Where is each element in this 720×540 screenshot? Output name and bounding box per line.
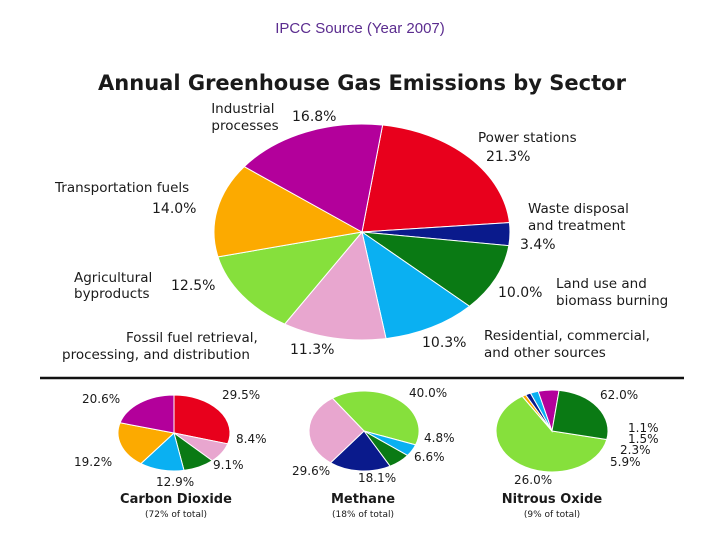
ch4-pct-40-0: 40.0% <box>409 386 447 400</box>
label-residential: Residential, commercial, and other sourc… <box>484 328 654 361</box>
label-landuse-line2: biomass burning <box>556 293 668 309</box>
label-residential-line1: Residential, commercial, <box>484 328 650 344</box>
label-industrial-line2: processes <box>211 118 278 134</box>
pct-agri: 12.5% <box>171 278 215 294</box>
ch4-slice-0 <box>331 390 420 446</box>
ch4-pct-18-1: 18.1% <box>358 471 396 485</box>
nitrous-pie <box>495 389 609 473</box>
label-power: Power stations <box>478 130 577 146</box>
main-slice-0 <box>361 124 510 233</box>
n2o-pct-5-9: 5.9% <box>610 455 641 469</box>
label-fossil-line2: processing, and distribution <box>62 347 250 363</box>
n2o-slice-5 <box>551 389 609 441</box>
main-slice-4 <box>283 230 387 341</box>
chart-title: Annual Greenhouse Gas Emissions by Secto… <box>98 71 627 95</box>
pct-industrial: 16.8% <box>292 109 336 125</box>
co2-pct-12-9: 12.9% <box>156 475 194 489</box>
label-landuse: Land use and biomass burning <box>556 276 668 309</box>
label-waste-line2: and treatment <box>528 218 625 234</box>
main-pie <box>213 123 511 341</box>
pct-waste: 3.4% <box>520 237 556 253</box>
ch4-pct-4-8: 4.8% <box>424 431 455 445</box>
label-fossil-line1: Fossil fuel retrieval, <box>126 330 258 346</box>
label-agri-line2: byproducts <box>74 286 150 302</box>
n2o-pct-26-0: 26.0% <box>514 473 552 487</box>
co2-pct-29-5: 29.5% <box>222 388 260 402</box>
main-labels: Industrial processes 16.8% Power station… <box>54 101 668 363</box>
pct-residential: 10.3% <box>422 335 466 351</box>
n2o-pct-1-5: 1.5% <box>628 432 659 446</box>
pct-fossil: 11.3% <box>290 342 334 358</box>
label-waste-line1: Waste disposal <box>528 201 629 217</box>
label-industrial: Industrial processes <box>211 101 279 134</box>
main-slice-2 <box>360 231 510 307</box>
label-fossil: Fossil fuel retrieval, processing, and d… <box>62 330 262 363</box>
label-landuse-line1: Land use and <box>556 276 647 292</box>
co2-pct-8-4: 8.4% <box>236 432 267 446</box>
slide-title: IPCC Source (Year 2007) <box>275 20 445 37</box>
co2-pct-19-2: 19.2% <box>74 455 112 469</box>
label-waste: Waste disposal and treatment <box>528 201 633 234</box>
n2o-slice-0 <box>495 395 608 473</box>
label-agri: Agricultural byproducts <box>74 270 157 302</box>
main-slice-7 <box>243 123 384 233</box>
co2-pct-9-1: 9.1% <box>213 458 244 472</box>
ch4-slice-3 <box>329 430 391 472</box>
co2-share: (72% of total) <box>145 510 207 520</box>
ch4-title: Methane <box>331 492 395 507</box>
co2-title: Carbon Dioxide <box>120 492 232 507</box>
pct-landuse: 10.0% <box>498 285 542 301</box>
label-transport: Transportation fuels <box>54 180 189 196</box>
n2o-share: (9% of total) <box>524 510 580 520</box>
methane-pie <box>308 390 420 472</box>
ch4-share: (18% of total) <box>332 510 394 520</box>
n2o-pct-2-3: 2.3% <box>620 443 651 457</box>
pct-transport: 14.0% <box>152 201 196 217</box>
ch4-slice-4 <box>308 397 365 464</box>
n2o-pct-62-0: 62.0% <box>600 388 638 402</box>
label-residential-line2: and other sources <box>484 345 606 361</box>
main-slice-3 <box>361 230 471 340</box>
co2-slice-0 <box>173 394 231 445</box>
co2-slice-6 <box>119 394 175 434</box>
co2-slice-5 <box>117 422 176 465</box>
label-agri-line1: Agricultural <box>74 270 152 286</box>
pct-power: 21.3% <box>486 149 530 165</box>
ch4-pct-6-6: 6.6% <box>414 450 445 464</box>
co2-pct-20-6: 20.6% <box>82 392 120 406</box>
n2o-pct-1-1: 1.1% <box>628 421 659 435</box>
n2o-title: Nitrous Oxide <box>502 492 603 507</box>
ch4-pct-29-6: 29.6% <box>292 464 330 478</box>
main-slice-5 <box>217 231 364 325</box>
label-industrial-line1: Industrial <box>211 101 274 117</box>
main-slice-6 <box>213 165 364 258</box>
co2-pie <box>117 394 231 472</box>
